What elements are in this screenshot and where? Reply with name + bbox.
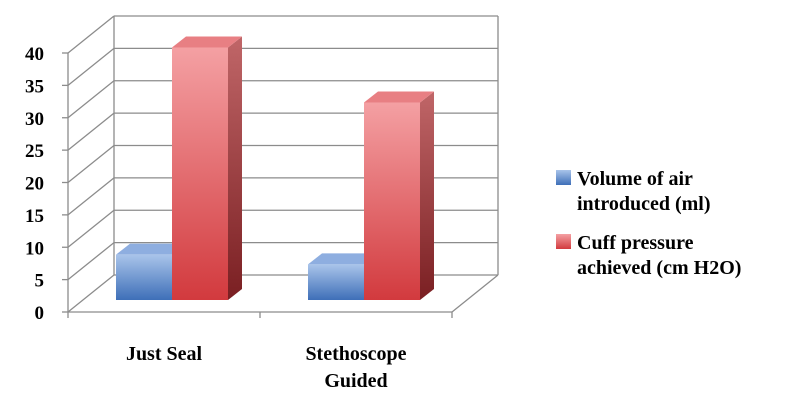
- legend-label: Cuff pressure: [577, 232, 694, 254]
- gridline-side: [67, 242, 115, 281]
- bar-volume-of-air: [116, 254, 172, 300]
- bar-volume-of-air: [308, 264, 364, 300]
- gridline-side: [67, 274, 115, 313]
- gridline-side: [67, 209, 115, 248]
- bar-top: [116, 243, 186, 255]
- floor-edge: [451, 274, 499, 313]
- axis-labels: 0 5 10 15 20 25 30 35 40 Just Seal Stethoscope Guid…: [25, 44, 407, 392]
- gridline-side: [67, 177, 115, 216]
- x-category-label: Guided: [324, 370, 387, 392]
- y-tick-label: 10: [25, 238, 44, 259]
- gridline-side: [67, 80, 115, 119]
- bars: [116, 36, 434, 300]
- gridline-side: [67, 47, 115, 86]
- legend-label: introduced (ml): [577, 193, 711, 215]
- legend-label: achieved (cm H2O): [577, 257, 741, 279]
- legend-label: Volume of air: [577, 168, 693, 190]
- bar-top: [364, 91, 434, 103]
- y-tick-label: 25: [25, 141, 44, 162]
- y-tick-label: 15: [25, 206, 44, 227]
- x-category-label: Just Seal: [126, 343, 203, 365]
- legend-swatch-volume: [556, 170, 571, 185]
- bar-side: [228, 36, 242, 300]
- legend-swatch-pressure: [556, 234, 571, 249]
- gridline-side: [67, 144, 115, 184]
- gridline-side: [67, 112, 115, 151]
- legend: Volume of air introduced (ml) Cuff pressur…: [556, 168, 741, 279]
- axes: [62, 52, 499, 318]
- y-tick-label: 30: [25, 109, 44, 130]
- x-category-label: Stethoscope: [305, 343, 406, 365]
- bar-top: [308, 253, 378, 265]
- y-tick-label: 0: [35, 303, 45, 324]
- bar-cuff-pressure: [364, 102, 420, 300]
- bar-top: [172, 36, 242, 48]
- y-tick-label: 5: [35, 271, 45, 292]
- y-tick-label: 35: [25, 76, 44, 97]
- bar-side: [420, 91, 434, 300]
- gridline-side: [67, 15, 115, 54]
- y-tick-label: 20: [25, 174, 44, 195]
- y-tick-label: 40: [25, 44, 44, 65]
- bar-cuff-pressure: [172, 47, 228, 300]
